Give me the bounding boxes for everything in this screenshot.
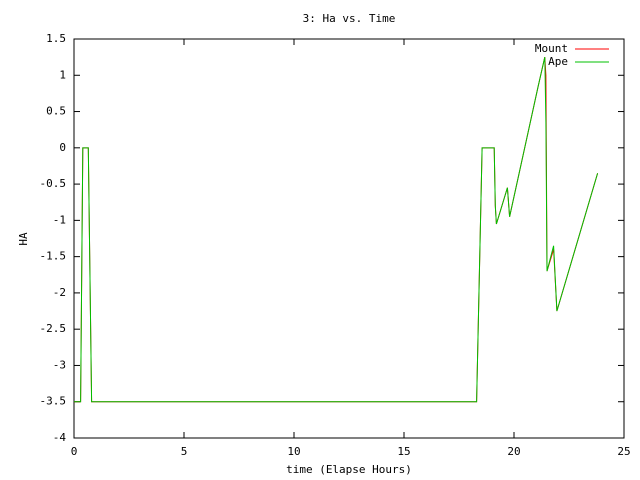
data-line [74, 57, 599, 403]
y-axis-label: HA [17, 232, 30, 246]
y-tick-label: -1 [53, 213, 66, 226]
x-tick-label: 25 [617, 445, 630, 458]
legend-label: Ape [548, 55, 568, 68]
y-tick-label: -2 [53, 286, 66, 299]
y-tick-label: 0 [59, 141, 66, 154]
y-tick-label: -2.5 [40, 322, 67, 335]
x-tick-label: 15 [397, 445, 410, 458]
y-tick-label: -4 [53, 431, 67, 444]
y-tick-label: -1.5 [40, 250, 67, 263]
y-tick-label: 1 [59, 68, 66, 81]
legend-label: Mount [535, 42, 568, 55]
x-tick-label: 5 [181, 445, 188, 458]
y-tick-label: -0.5 [40, 177, 67, 190]
plot-frame [73, 38, 625, 439]
x-axis-label: time (Elapse Hours) [286, 463, 412, 476]
y-tick-label: -3 [53, 358, 66, 371]
chart-title: 3: Ha vs. Time [303, 12, 396, 25]
x-tick-label: 20 [507, 445, 520, 458]
y-tick-label: 1.5 [46, 32, 66, 45]
x-tick-label: 10 [287, 445, 300, 458]
y-tick-label: 0.5 [46, 105, 66, 118]
x-tick-label: 0 [71, 445, 78, 458]
y-tick-label: -3.5 [40, 395, 67, 408]
